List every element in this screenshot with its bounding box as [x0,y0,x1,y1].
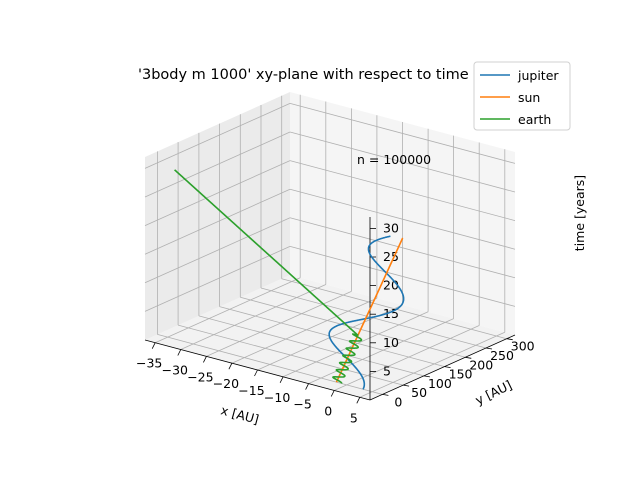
y-axis-line [369,334,516,401]
left-wall-pane [145,92,290,340]
z-gridline-back [289,217,516,279]
y-tick-label: 0 [394,394,402,409]
x-tick-mark [177,349,182,356]
y-gridline-floor [198,315,425,377]
x-tick-label: −20 [213,376,239,391]
x-tick-mark [279,376,284,383]
z-gridline-back [289,131,516,193]
series-line-earth [174,169,363,385]
y-tick-label: 100 [428,376,452,391]
x-tick-label: 0 [324,404,332,419]
y-gridline-floor [177,324,404,386]
z-gridline-wall [144,188,291,255]
y-gridline-floor [157,334,383,395]
x-tick-label: −35 [136,356,162,371]
x-gridline-floor [206,291,352,357]
z-gridline-back [289,246,516,307]
z-tick-label: 25 [383,249,399,264]
y-gridline-floor [281,278,507,340]
legend-frame [473,61,571,131]
y-tick-label: 50 [411,385,427,400]
z-tick-label: 5 [383,363,391,378]
chart-title: '3body m 1000' xy-plane with respect to … [138,67,469,83]
z-gridline-wall [144,131,291,198]
x-tick-label: −15 [238,383,264,398]
y-tick-label: 200 [469,357,493,372]
x-tick-label: 5 [350,410,358,425]
x-gridline-floor [334,325,480,391]
y-gridline-floor [260,287,487,349]
data-series [174,169,405,390]
z-gridline-back [289,160,516,221]
z-gridline-back [289,103,516,164]
x-tick-mark [228,363,233,370]
x-gridline-floor [231,297,378,364]
x-gridline-floor [180,284,326,350]
legend-entry-jupiter: jupiter [480,68,559,83]
z-gridline-back [289,188,516,250]
y-tick-label: 150 [449,367,473,382]
legend-entry-earth: earth [480,112,551,127]
axes-panes [145,92,515,400]
sample-count-annotation: n = 100000 [357,152,431,167]
y-gridline-floor [240,296,466,358]
x-tick-label: −10 [264,390,290,405]
y-tick-mark [465,356,472,359]
y-tick-mark [485,347,493,350]
z-tick-label: 30 [383,220,399,235]
z-gridline-wall [144,246,291,312]
x-tick-label: −5 [293,397,311,412]
y-gridline-floor [219,306,445,367]
y-tick-label: 300 [511,339,535,354]
x-tick-mark [203,356,207,363]
x-tick-mark [305,383,309,390]
y-tick-mark [506,338,513,341]
y-tick-mark [403,384,410,387]
x-gridline-floor [308,318,454,384]
legend-label-sun: sun [518,90,540,105]
x-gridline-floor [155,277,301,344]
z-tick-label: 10 [383,335,399,350]
y-tick-mark [382,394,389,396]
x-axis-label: x [AU] [219,402,260,427]
x-gridline-floor [359,331,505,398]
legend-entry-sun: sun [480,90,540,105]
x-tick-label: −30 [162,363,188,378]
y-tick-mark [444,366,451,368]
axes-gridlines [144,94,516,398]
z-gridline-wall [144,217,291,284]
legend-label-earth: earth [518,112,551,127]
x-tick-mark [254,369,258,377]
z-gridline-wall [144,103,291,169]
x-tick-mark [151,342,156,349]
legend-label-jupiter: jupiter [517,68,559,83]
y-axis-label: y [AU] [473,377,514,408]
x-tick-mark [356,397,361,404]
axes-ticks: −35 −30 −25 −20 −15 −10 −5 0 5050100150200250300… [136,220,535,425]
legend: jupiter sun earth [473,61,571,131]
z-gridline-wall [144,160,291,226]
x-tick-mark [330,390,335,397]
y-tick-mark [423,375,430,378]
z-axis-label: time [years] [572,175,587,251]
x-tick-label: −25 [187,369,213,384]
y-tick-label: 250 [490,348,514,363]
